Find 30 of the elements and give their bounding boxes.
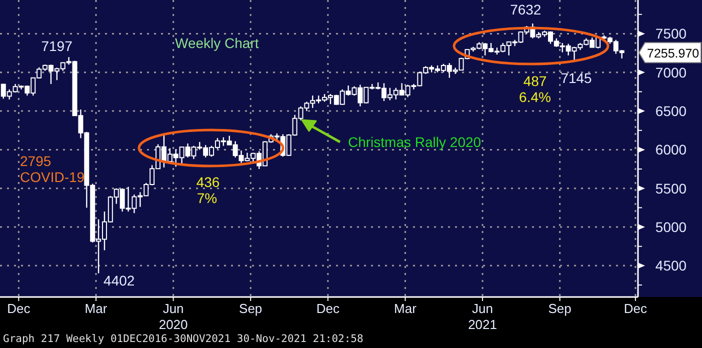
annotation: 487 [523,73,547,89]
caption: Graph 217 Weekly 01DEC2016-30NOV2021 30-Nov-2021 21:02:58 [3,333,364,345]
annotation: 7197 [41,38,73,54]
x-tick-label: Jun 2020 [158,301,188,332]
y-tick-label: 4500 [655,258,687,274]
annotation: Christmas Rally 2020 [348,134,482,150]
annotation: 2795 [20,153,52,169]
annotation: 436 [196,174,220,190]
x-tick-label: Jun 2021 [468,301,497,332]
x-tick-label: Mar [84,301,108,316]
x-tick-label: Sep [239,301,262,316]
y-tick-label: 7000 [655,64,687,80]
y-tick-label: 6500 [655,103,687,120]
y-tick-label: 7500 [655,26,687,42]
annotation: 7632 [510,2,542,18]
x-tick-label: Mar [394,301,418,316]
y-tick-label: 5500 [655,180,687,196]
annotation: 4402 [104,272,135,288]
y-tick-label: 5000 [655,219,687,236]
y-tick-label: 6000 [655,142,687,158]
annotation: 7% [196,190,218,206]
annotation: 7145 [560,70,592,86]
x-tick-label: Dec [7,301,31,316]
annotation: 6.4% [519,89,551,105]
x-tick-label: Dec [624,301,648,316]
x-tick-label: Dec [316,301,340,316]
annotation: COVID-19 [20,169,85,185]
x-tick-label: Sep [548,301,572,316]
annotation: 7255.970 [647,46,700,61]
text: Weekly Chart [175,35,259,51]
